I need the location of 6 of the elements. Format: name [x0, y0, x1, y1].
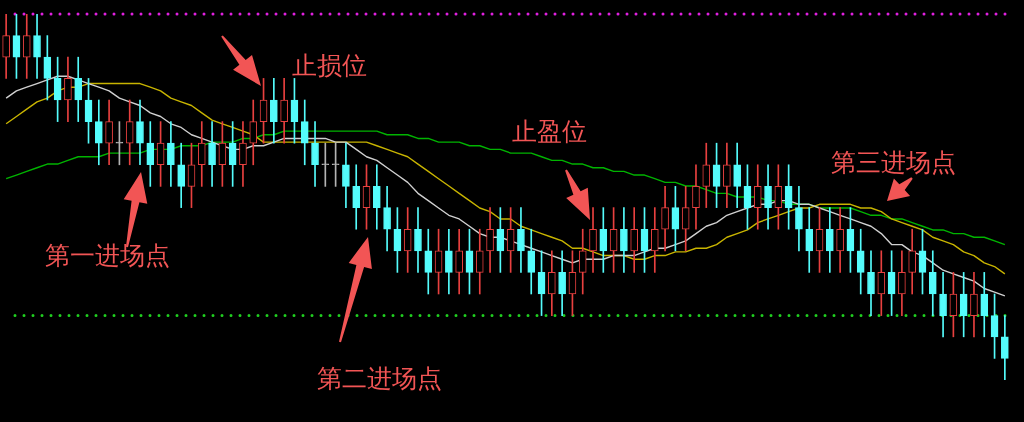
- annotation: 止损位: [292, 51, 367, 80]
- annotation: 第三进场点: [831, 148, 956, 177]
- annotation: 止盈位: [512, 117, 587, 146]
- annotation: 第二进场点: [317, 364, 442, 393]
- annotation: 第一进场点: [45, 241, 170, 270]
- candlestick: [321, 142, 330, 187]
